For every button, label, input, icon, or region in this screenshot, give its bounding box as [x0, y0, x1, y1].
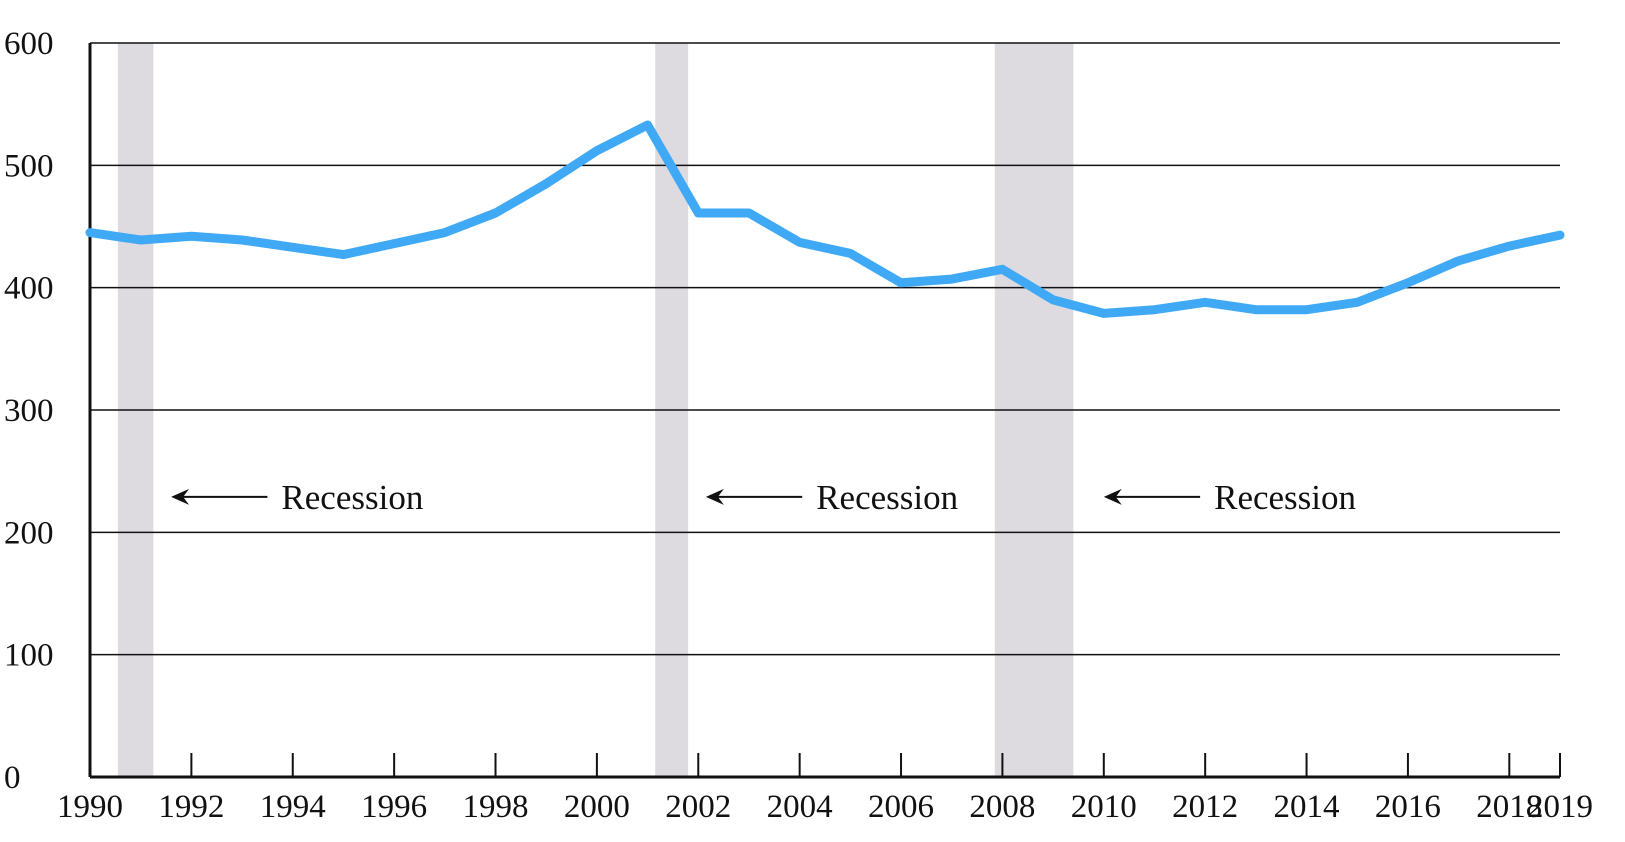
x-tick-label: 2018	[1476, 789, 1542, 825]
x-tick-label: 1990	[57, 789, 123, 825]
recession-label: Recession	[281, 478, 423, 517]
recession-label: Recession	[1214, 478, 1356, 517]
arrow-head	[1103, 488, 1122, 505]
x-tick-label: 2019	[1527, 789, 1593, 825]
annotations: Recession Recession Recession	[171, 478, 1356, 517]
x-tick-label: 2010	[1071, 789, 1137, 825]
y-tick-label: 300	[4, 393, 54, 429]
series-layer	[85, 120, 1565, 318]
y-tick-label: 0	[4, 760, 21, 796]
x-tick-label: 2002	[665, 789, 731, 825]
y-tick-label: 600	[4, 26, 54, 62]
x-tick-label: 1992	[158, 789, 224, 825]
x-tick-label: 2014	[1274, 789, 1340, 825]
y-tick-label: 200	[4, 515, 54, 551]
x-tick-label: 2008	[969, 789, 1035, 825]
x-tick-label: 1994	[260, 789, 326, 825]
y-tick-label: 100	[4, 638, 54, 674]
gridlines	[90, 42, 1560, 656]
arrow-head	[171, 488, 190, 505]
x-tick-label: 2000	[564, 789, 630, 825]
x-tick-label: 2012	[1172, 789, 1238, 825]
series-line	[85, 120, 1565, 318]
x-tick-label: 2004	[767, 789, 833, 825]
x-tick-label: 2016	[1375, 789, 1441, 825]
tick-labels: 0 100 200 300 400 500 600 1990 1992 1994 1996 1998 2…	[4, 26, 1593, 825]
x-tick-label: 1998	[463, 789, 529, 825]
axes	[88, 43, 1561, 779]
arrow-head	[705, 488, 724, 505]
x-tick-label: 1996	[361, 789, 427, 825]
y-tick-label: 400	[4, 271, 54, 307]
x-tick-label: 2006	[868, 789, 934, 825]
recession-label: Recession	[816, 478, 958, 517]
y-tick-label: 500	[4, 148, 54, 184]
